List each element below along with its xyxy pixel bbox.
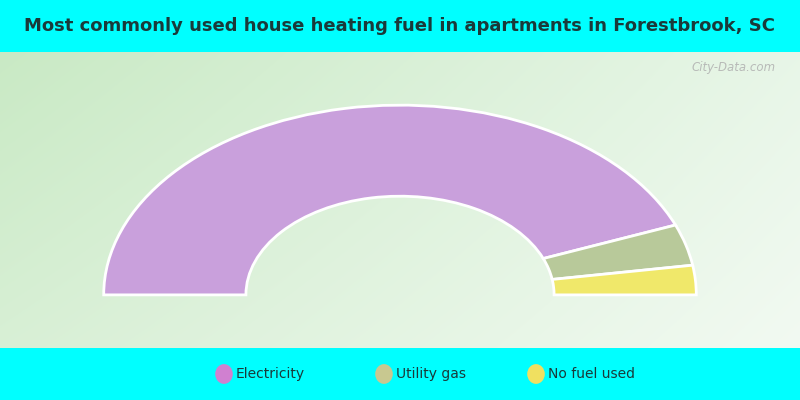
Text: Electricity: Electricity	[236, 367, 305, 381]
Wedge shape	[552, 265, 696, 295]
Text: Most commonly used house heating fuel in apartments in Forestbrook, SC: Most commonly used house heating fuel in…	[25, 17, 775, 35]
Ellipse shape	[527, 364, 545, 384]
Text: City-Data.com: City-Data.com	[692, 61, 776, 74]
Ellipse shape	[215, 364, 233, 384]
Ellipse shape	[375, 364, 393, 384]
Wedge shape	[543, 225, 693, 280]
Text: No fuel used: No fuel used	[548, 367, 635, 381]
Text: Utility gas: Utility gas	[396, 367, 466, 381]
Wedge shape	[104, 105, 675, 295]
